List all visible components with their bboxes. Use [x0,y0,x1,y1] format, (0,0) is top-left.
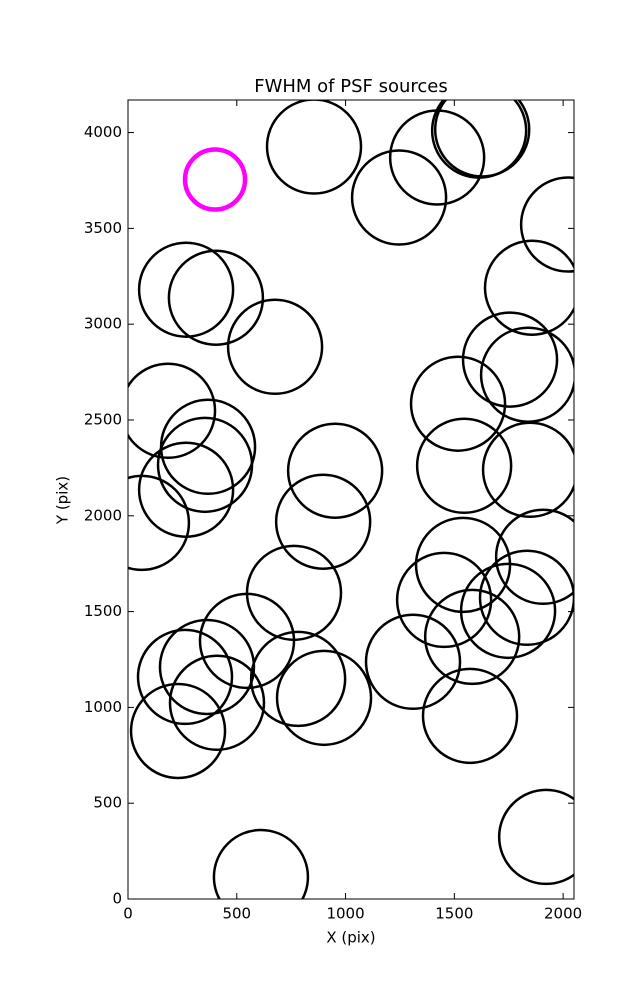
source-marker [364,613,462,711]
source-marker [226,298,324,396]
source-marker [494,508,574,606]
source-marker [128,474,191,572]
y-tick-label: 2000 [84,506,122,524]
source-marker [286,422,384,520]
y-axis-label: Y (pix) [54,476,72,525]
source-marker [423,588,521,686]
source-marker [274,473,372,570]
source-marker [483,239,574,337]
source-marker [433,100,531,178]
source-marker [275,649,373,747]
source-marker [421,667,519,765]
x-tick-label: 2000 [544,905,582,923]
source-marker [409,355,507,452]
y-tick-label: 1000 [84,698,122,716]
axes-frame [127,99,575,900]
source-marker [167,249,265,346]
y-tick-label: 2500 [84,410,122,428]
source-marker [395,551,493,649]
chart-title: FWHM of PSF sources [254,76,448,97]
source-marker [461,311,559,408]
source-marker [519,176,574,273]
source-marker [249,630,347,728]
source-marker [212,828,310,899]
source-marker [128,362,217,460]
y-tick-label: 0 [112,890,122,908]
y-tick-label: 500 [93,794,122,812]
y-tick-label: 3500 [84,219,122,237]
x-tick-label: 1500 [435,905,473,923]
source-marker [129,682,227,780]
source-marker [415,417,513,515]
source-marker [481,421,574,519]
source-marker [459,562,557,660]
source-marker [478,549,574,647]
source-marker [265,100,363,195]
source-marker [168,654,266,752]
source-marker [182,147,248,212]
source-marker [156,416,254,514]
source-marker [350,149,448,246]
y-tick-label: 1500 [84,602,122,620]
source-marker [497,788,574,886]
x-tick-label: 500 [222,905,251,923]
y-tick-label: 4000 [84,123,122,141]
source-marker [136,628,234,726]
x-tick-label: 1000 [326,905,364,923]
source-marker [137,241,235,338]
y-tick-label: 3000 [84,315,122,333]
source-marker [198,592,296,690]
x-tick-label: 0 [123,905,133,923]
x-axis-label: X (pix) [326,929,375,947]
source-marker [158,618,256,716]
plot-area [128,100,574,899]
